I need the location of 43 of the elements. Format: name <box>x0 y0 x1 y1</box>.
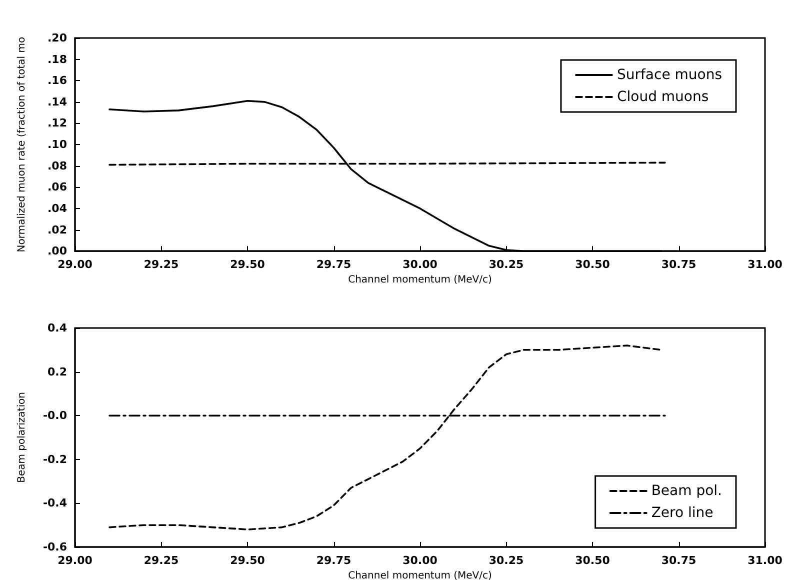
x-tick-label: 29.75 <box>316 258 352 272</box>
y-tick-label: 0.4 <box>48 322 68 334</box>
x-axis-title: Channel momentum (MeV/c) <box>348 274 492 286</box>
y-tick-label: -0.4 <box>42 496 68 510</box>
y-tick-label: .04 <box>48 202 68 215</box>
x-tick-label: 29.00 <box>58 554 93 567</box>
x-tick-label: 30.25 <box>488 258 524 272</box>
x-tick-label: 29.00 <box>58 258 93 272</box>
x-axis-title: Channel momentum (MeV/c) <box>348 570 492 582</box>
y-tick-label: .10 <box>48 138 68 152</box>
y-tick-label: .02 <box>48 223 67 236</box>
y-tick-label: .12 <box>48 116 67 130</box>
y-tick-label: .14 <box>48 95 68 108</box>
x-tick-label: 30.00 <box>402 258 438 272</box>
y-tick-label: -0.0 <box>42 409 68 422</box>
legend-label: Beam pol. <box>651 483 722 499</box>
x-tick-label: 31.00 <box>748 554 783 567</box>
x-tick-label: 30.25 <box>488 554 524 567</box>
y-tick-label: .20 <box>48 32 68 44</box>
x-tick-label: 30.75 <box>661 258 696 272</box>
legend-label: Cloud muons <box>616 89 709 105</box>
x-tick-label: 30.50 <box>575 258 610 272</box>
y-tick-label: .00 <box>48 244 68 258</box>
x-tick-label: 30.50 <box>575 554 610 567</box>
y-axis-title: Beam polarization <box>16 392 28 483</box>
x-tick-label: 29.50 <box>230 258 266 272</box>
x-tick-label: 29.75 <box>316 554 352 567</box>
x-tick-label: 29.25 <box>144 554 179 567</box>
y-tick-label: .18 <box>48 52 67 66</box>
y-tick-label: -0.6 <box>42 540 68 554</box>
y-tick-label: .06 <box>48 180 68 194</box>
x-tick-label: 30.00 <box>402 554 438 567</box>
y-tick-label: .08 <box>48 159 67 172</box>
y-tick-label: -0.2 <box>42 452 67 466</box>
y-axis-title: Normalized muon rate (fraction of total mo <box>16 36 28 252</box>
x-tick-label: 30.75 <box>661 554 696 567</box>
y-tick-label: 0.2 <box>48 365 67 378</box>
legend-label: Zero line <box>651 505 714 521</box>
y-tick-label: .16 <box>48 74 68 88</box>
x-tick-label: 29.50 <box>230 554 266 567</box>
x-tick-label: 29.25 <box>144 258 179 272</box>
legend-label: Surface muons <box>616 67 722 83</box>
x-tick-label: 31.00 <box>748 258 783 272</box>
